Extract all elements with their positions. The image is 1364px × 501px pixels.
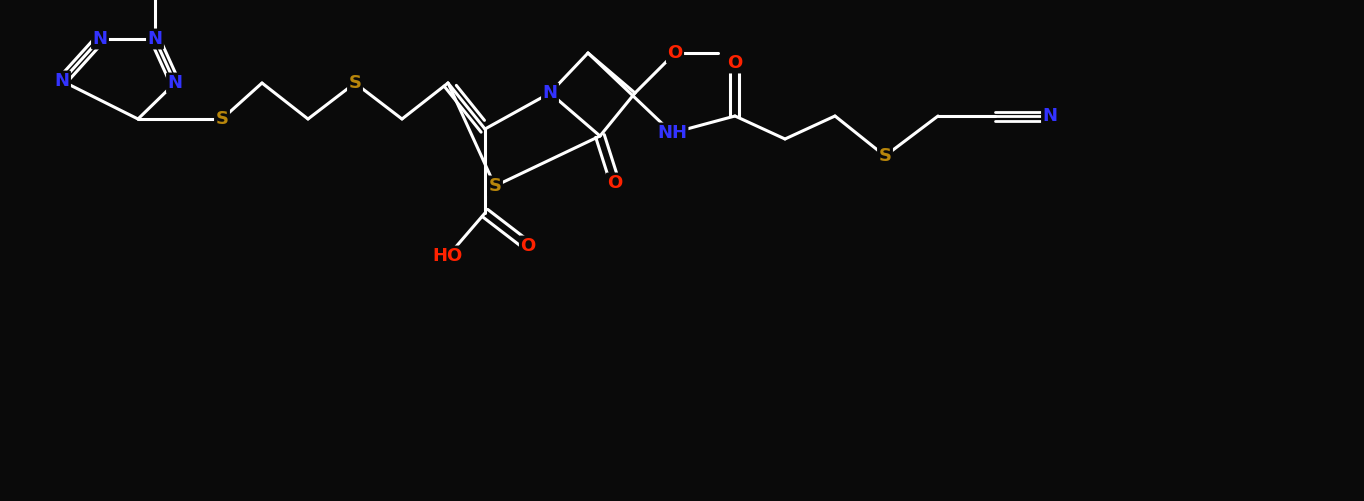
Text: S: S xyxy=(878,147,892,165)
Text: N: N xyxy=(93,30,108,48)
Text: O: O xyxy=(607,174,622,192)
Text: O: O xyxy=(667,44,682,62)
Text: N: N xyxy=(543,84,558,102)
Text: N: N xyxy=(168,74,183,92)
Text: HO: HO xyxy=(432,247,464,265)
Text: O: O xyxy=(521,237,536,255)
Text: N: N xyxy=(55,72,70,90)
Text: N: N xyxy=(1042,107,1057,125)
Text: O: O xyxy=(727,54,742,72)
Text: S: S xyxy=(488,177,502,195)
Text: N: N xyxy=(147,30,162,48)
Text: NH: NH xyxy=(657,124,687,142)
Text: S: S xyxy=(348,74,361,92)
Text: S: S xyxy=(216,110,229,128)
